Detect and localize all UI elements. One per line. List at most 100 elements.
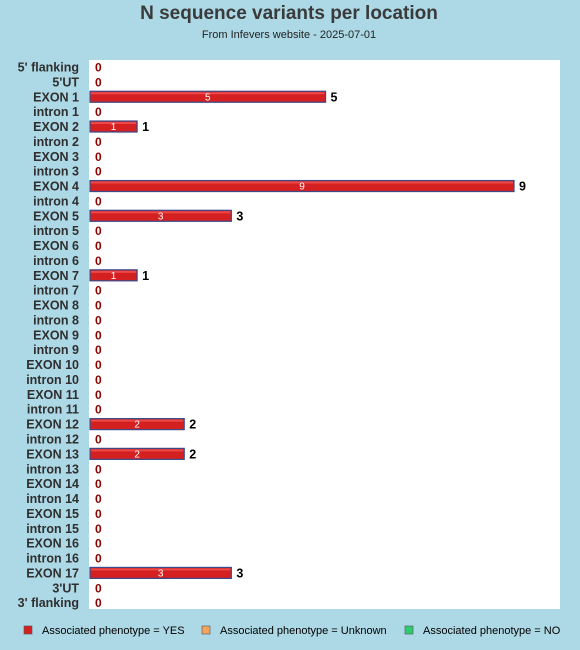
category-label-intron-14: intron 14	[26, 492, 79, 506]
bar-inner-label-exon-4: 9	[299, 182, 305, 193]
value-label-exon-12: 2	[189, 418, 196, 432]
bar-exon-5	[89, 209, 232, 222]
value-label-intron-4: 0	[95, 194, 102, 208]
category-label-exon-15: EXON 15	[26, 507, 79, 521]
chart-subtitle: From Infevers website - 2025-07-01	[202, 29, 376, 41]
category-label-exon-16: EXON 16	[26, 537, 79, 551]
value-label-intron-10: 0	[95, 373, 102, 387]
category-label-exon-8: EXON 8	[33, 299, 79, 313]
category-label-intron-2: intron 2	[33, 135, 79, 149]
value-label-exon-7: 1	[142, 269, 149, 283]
value-label-exon-10: 0	[95, 358, 102, 372]
legend-swatch-associated-phenotype-unknown	[201, 625, 211, 635]
bar-exon-7	[89, 269, 138, 282]
bars	[89, 90, 515, 580]
bar-highlight-exon-7	[91, 270, 137, 273]
value-label-intron-7: 0	[95, 284, 102, 298]
value-label-intron-11: 0	[95, 403, 102, 417]
category-label-exon-12: EXON 12	[26, 418, 79, 432]
value-label-intron-12: 0	[95, 433, 102, 447]
value-label-intron-13: 0	[95, 462, 102, 476]
category-label-3-flanking: 3' flanking	[18, 596, 79, 610]
legend-swatch-associated-phenotype-yes	[23, 625, 33, 635]
category-label-exon-11: EXON 11	[27, 388, 79, 402]
value-label-exon-9: 0	[95, 328, 102, 342]
bar-highlight-exon-17	[91, 568, 231, 571]
bar-highlight-exon-12	[91, 419, 184, 422]
bar-inner-label-exon-1: 5	[205, 92, 211, 103]
bar-inner-label-exon-12: 2	[134, 420, 140, 431]
value-label-intron-3: 0	[95, 165, 102, 179]
bar-highlight-exon-1	[91, 92, 325, 95]
category-label-exon-13: EXON 13	[26, 447, 79, 461]
category-label-exon-5: EXON 5	[33, 209, 79, 223]
value-label-intron-9: 0	[95, 343, 102, 357]
category-label-intron-4: intron 4	[33, 194, 79, 208]
category-label-intron-6: intron 6	[33, 254, 79, 268]
bar-inner-label-exon-2: 1	[111, 122, 117, 133]
value-label-3-ut: 0	[95, 581, 102, 595]
value-label-exon-3: 0	[95, 150, 102, 164]
category-label-exon-14: EXON 14	[26, 477, 79, 491]
category-label-intron-5: intron 5	[33, 224, 79, 238]
value-label-intron-8: 0	[95, 313, 102, 327]
bar-inner-label-exon-17: 3	[158, 568, 164, 579]
category-label-exon-4: EXON 4	[33, 180, 79, 194]
value-label-intron-15: 0	[95, 522, 102, 536]
legend-swatch-associated-phenotype-no	[404, 625, 414, 635]
category-label-exon-9: EXON 9	[33, 328, 79, 342]
category-label-intron-10: intron 10	[26, 373, 79, 387]
category-label-intron-11: intron 11	[27, 403, 79, 417]
category-label-exon-10: EXON 10	[26, 358, 79, 372]
bar-inner-label-exon-5: 3	[158, 211, 164, 222]
value-label-intron-1: 0	[95, 105, 102, 119]
bar-exon-12	[89, 418, 185, 431]
bar-inner-label-exon-13: 2	[134, 449, 140, 460]
category-label-intron-16: intron 16	[26, 552, 79, 566]
bar-highlight-exon-13	[91, 449, 184, 452]
category-label-intron-12: intron 12	[26, 433, 79, 447]
category-label-intron-1: intron 1	[33, 105, 79, 119]
category-label-intron-13: intron 13	[26, 462, 79, 476]
value-label-exon-14: 0	[95, 477, 102, 491]
bar-exon-13	[89, 447, 185, 460]
value-label-5-ut: 0	[95, 75, 102, 89]
legend-label-associated-phenotype-unknown: Associated phenotype = Unknown	[220, 625, 387, 637]
legend-label-associated-phenotype-yes: Associated phenotype = YES	[42, 625, 185, 637]
category-label-5-flanking: 5' flanking	[18, 61, 79, 75]
value-label-5-flanking: 0	[95, 61, 102, 75]
value-label-exon-6: 0	[95, 239, 102, 253]
bar-highlight-exon-2	[91, 122, 137, 125]
value-label-exon-16: 0	[95, 537, 102, 551]
category-label-intron-8: intron 8	[33, 313, 79, 327]
value-label-exon-1: 5	[331, 90, 338, 104]
value-label-exon-5: 3	[236, 209, 243, 223]
legend: Associated phenotype = YES Associated phe…	[23, 625, 561, 637]
bar-exon-17	[89, 566, 232, 580]
category-label-intron-3: intron 3	[33, 165, 79, 179]
value-label-exon-2: 1	[142, 120, 149, 134]
value-label-intron-2: 0	[95, 135, 102, 149]
plot-area	[89, 60, 560, 609]
value-label-exon-13: 2	[189, 447, 196, 461]
value-label-exon-17: 3	[236, 566, 243, 580]
category-label-5-ut: 5'UT	[52, 75, 79, 89]
chart-title: N sequence variants per location	[140, 3, 438, 24]
category-label-intron-9: intron 9	[33, 343, 79, 357]
category-label-exon-17: EXON 17	[26, 566, 79, 580]
category-label-3-ut: 3'UT	[52, 581, 79, 595]
category-label-exon-2: EXON 2	[33, 120, 79, 134]
category-label-exon-7: EXON 7	[33, 269, 79, 283]
bar-highlight-exon-5	[91, 211, 231, 214]
value-label-exon-4: 9	[519, 180, 526, 194]
category-label-exon-6: EXON 6	[33, 239, 79, 253]
category-label-intron-15: intron 15	[26, 522, 79, 536]
legend-label-associated-phenotype-no: Associated phenotype = NO	[423, 625, 561, 637]
category-label-exon-3: EXON 3	[33, 150, 79, 164]
bar-exon-4	[89, 179, 515, 193]
category-label-intron-7: intron 7	[33, 284, 79, 298]
bar-exon-2	[89, 120, 138, 133]
